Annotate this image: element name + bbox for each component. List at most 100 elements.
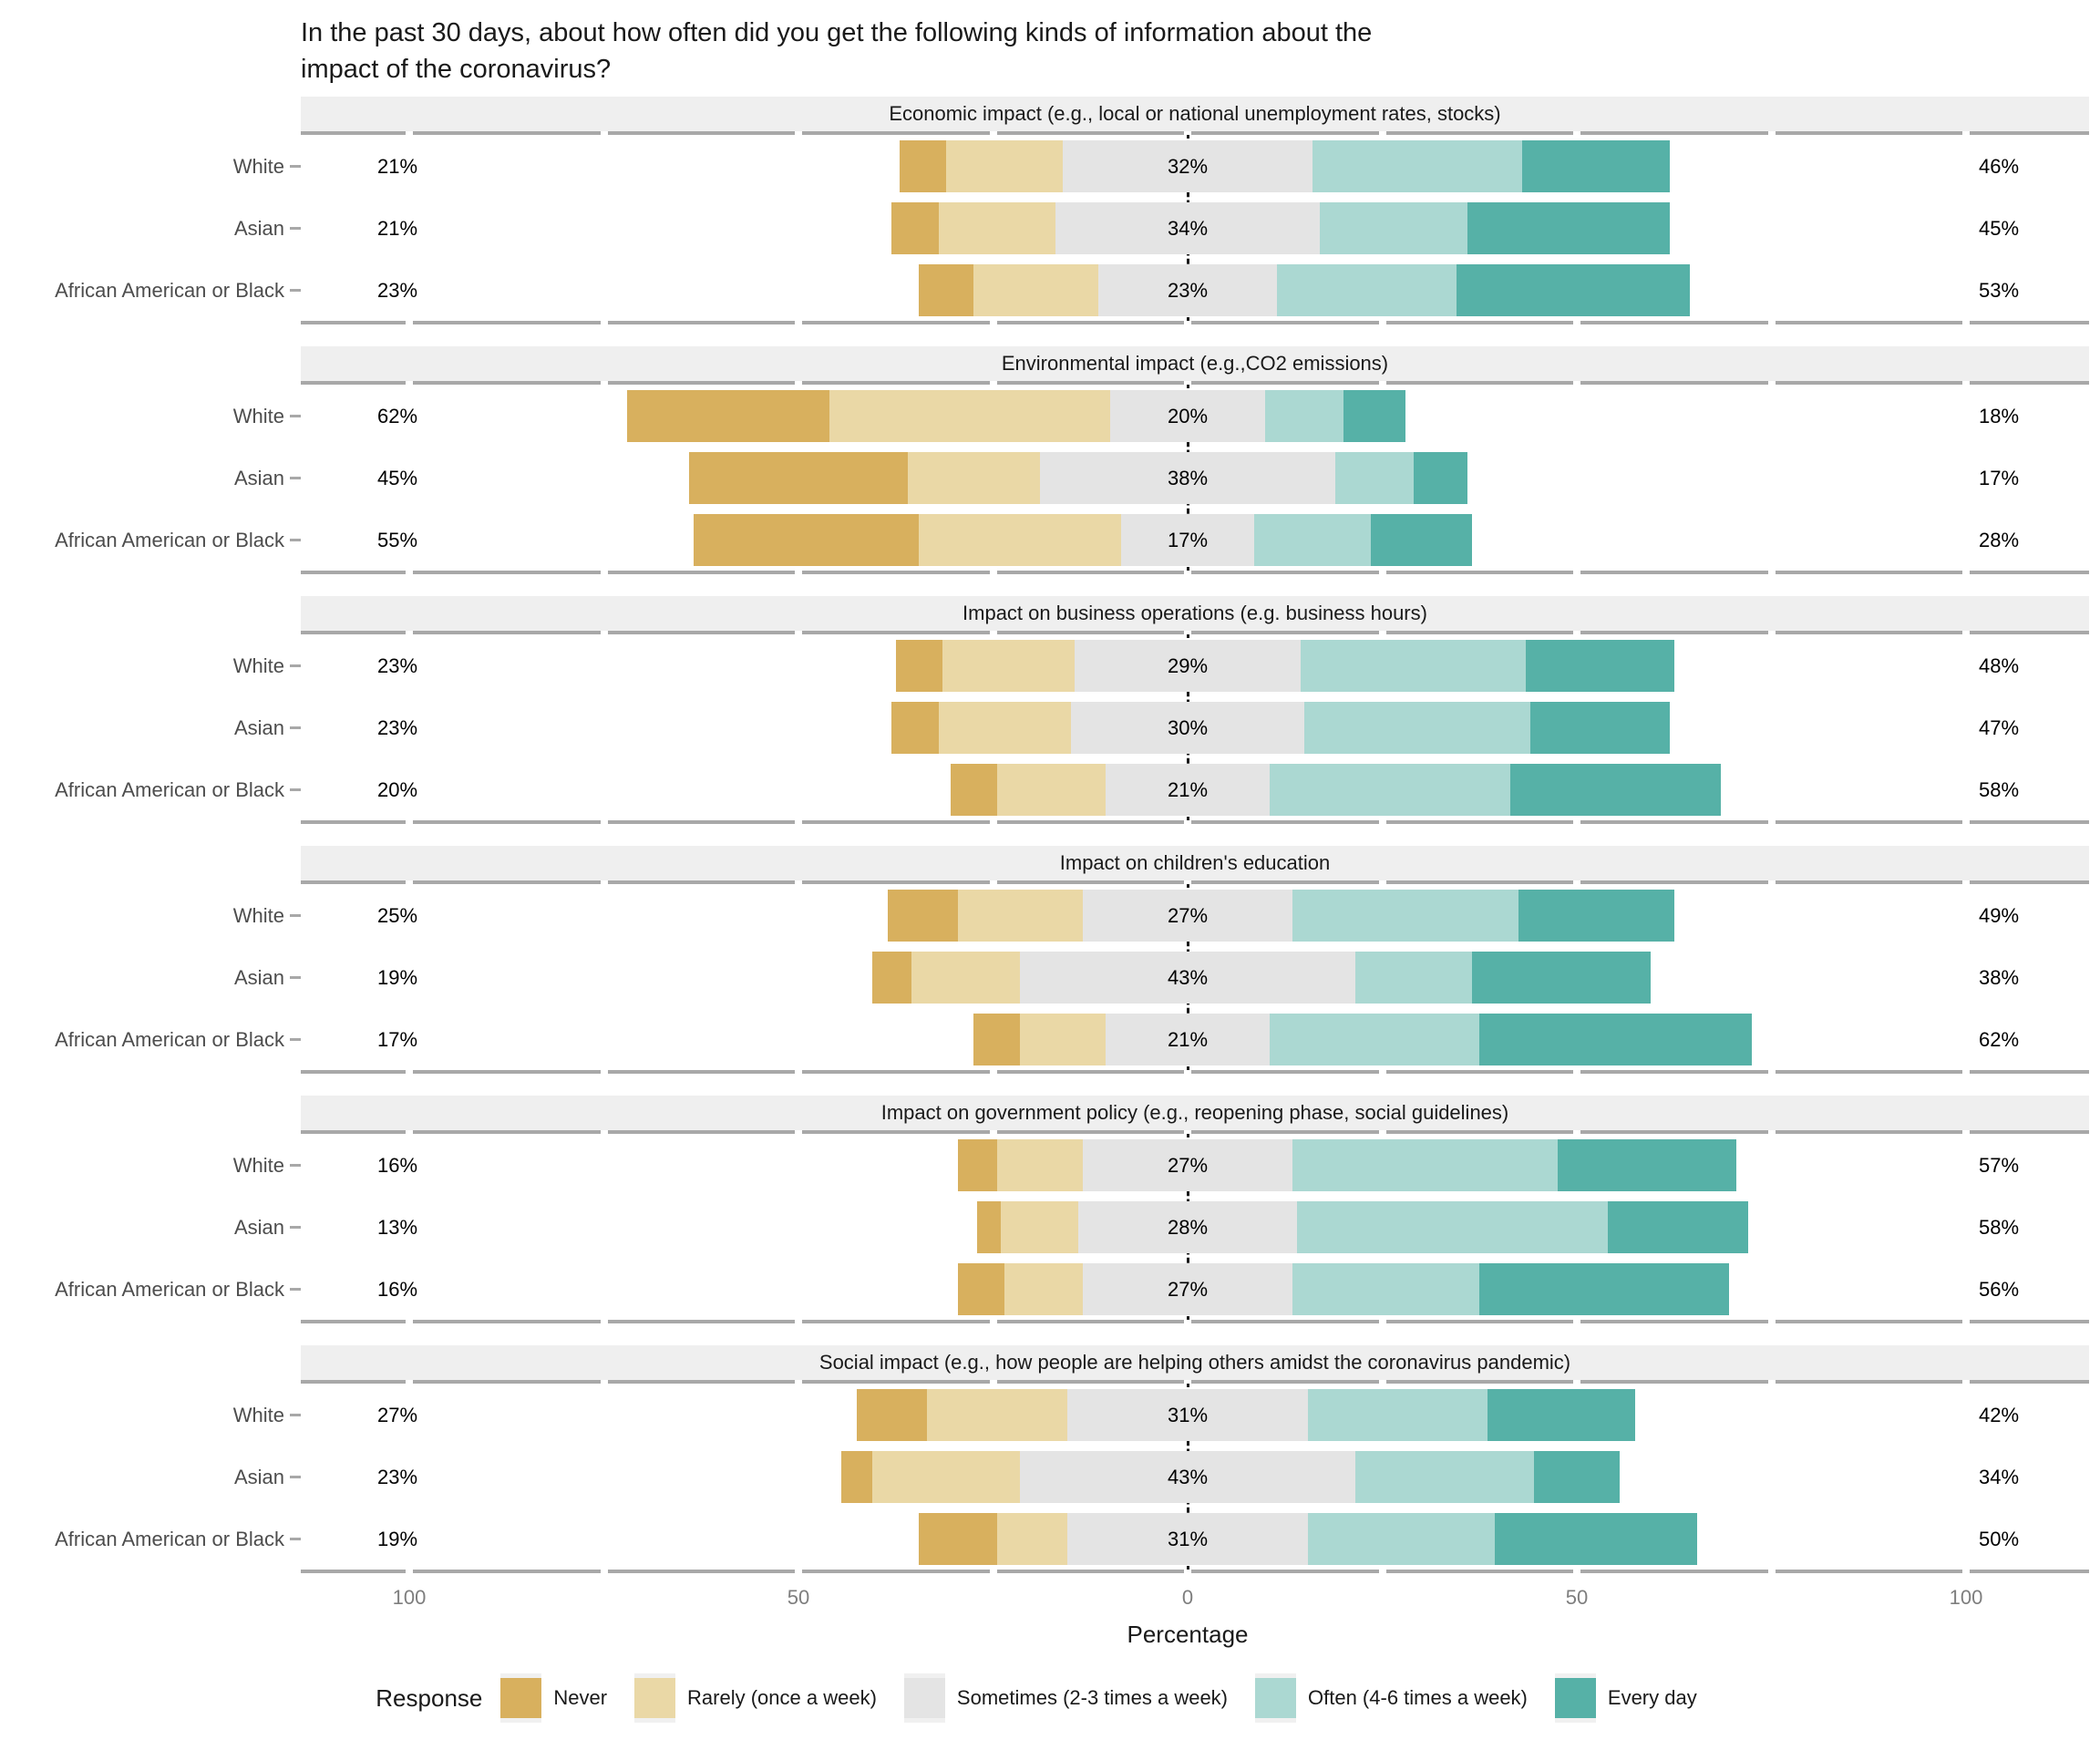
facet-strip: Impact on children's education — [301, 846, 2089, 880]
bar-segment-sometimes — [1109, 390, 1266, 442]
y-axis-tick — [290, 415, 301, 417]
y-axis-tick — [290, 1038, 301, 1041]
axis-tick-break — [1184, 1130, 1191, 1134]
legend-key — [634, 1673, 676, 1723]
bar-label-mid: 31% — [1167, 1527, 1209, 1550]
bar-segment-often — [1312, 140, 1523, 192]
bar — [900, 140, 1671, 192]
bar-label-right: 49% — [1978, 903, 2020, 927]
bar-segment-sometimes — [1106, 1014, 1270, 1065]
facet-strip: Social impact (e.g., how people are help… — [301, 1345, 2089, 1380]
y-axis-label: African American or Black — [55, 1527, 284, 1550]
axis-tick-break — [1962, 1130, 1970, 1134]
bar-label-mid: 21% — [1167, 1027, 1209, 1051]
axis-tick-break — [989, 381, 997, 385]
bar-segment-often — [1253, 514, 1371, 566]
bar-segment-rarely — [996, 1513, 1067, 1565]
panel-axis-line — [301, 381, 2089, 385]
y-axis-tick — [290, 976, 301, 979]
axis-tick-break — [1767, 1380, 1776, 1384]
bar — [919, 1513, 1698, 1565]
y-axis-tick — [290, 1414, 301, 1416]
axis-tick-break — [1573, 1380, 1580, 1384]
bar-segment-every_day — [1608, 1201, 1748, 1253]
bar-label-left: 55% — [376, 528, 418, 551]
bar-label-mid: 32% — [1167, 154, 1209, 178]
legend-item: Rarely (once a week) — [634, 1673, 877, 1723]
bar-label-mid: 31% — [1167, 1403, 1209, 1426]
bar-segment-often — [1292, 1139, 1558, 1191]
bar-label-mid: 28% — [1167, 1215, 1209, 1239]
facet-panel: Economic impact (e.g., local or national… — [0, 97, 2100, 324]
y-axis-tick — [290, 1538, 301, 1540]
x-axis-tick-label: 100 — [392, 1586, 427, 1609]
bar-segment-often — [1277, 264, 1457, 316]
bar — [857, 1389, 1636, 1441]
bar-segment-never — [919, 264, 974, 316]
bar-label-right: 58% — [1978, 1215, 2020, 1239]
bar-segment-often — [1292, 890, 1518, 942]
bar — [891, 702, 1671, 754]
bar-label-mid: 43% — [1167, 965, 1209, 989]
axis-tick-break — [1767, 820, 1776, 824]
bar-segment-rarely — [996, 764, 1107, 816]
bar-segment-every_day — [1479, 1263, 1729, 1315]
axis-tick-break — [1962, 1320, 1970, 1323]
bar — [888, 890, 1674, 942]
bar-segment-rarely — [926, 1389, 1067, 1441]
panel-axis-line — [301, 631, 2089, 634]
y-axis-tick — [290, 539, 301, 541]
y-axis-tick — [290, 289, 301, 292]
bar-label-right: 58% — [1978, 777, 2020, 801]
facet-panel: Environmental impact (e.g.,CO2 emissions… — [0, 346, 2100, 574]
axis-tick-break — [600, 381, 608, 385]
bar-segment-every_day — [1522, 140, 1671, 192]
axis-tick-break — [600, 1570, 608, 1573]
bar-segment-never — [900, 140, 947, 192]
axis-tick-break — [989, 880, 997, 884]
facet-panel: Impact on business operations (e.g. busi… — [0, 596, 2100, 824]
bar-segment-sometimes — [1082, 890, 1293, 942]
bar-label-right: 47% — [1978, 715, 2020, 739]
facet-title: Impact on children's education — [1059, 851, 1331, 874]
axis-tick-break — [1573, 1570, 1580, 1573]
bar-label-right: 62% — [1978, 1027, 2020, 1051]
bar-label-mid: 17% — [1167, 528, 1209, 551]
bar-segment-sometimes — [1066, 1513, 1309, 1565]
bar-label-left: 19% — [376, 965, 418, 989]
y-axis-label: Asian — [233, 715, 284, 739]
facet-plot: 62% 20% 18% 45% 38% 17% 55% 17% 28% — [290, 381, 2089, 574]
legend-item: Every day — [1554, 1673, 1697, 1723]
axis-tick-break — [1767, 631, 1776, 634]
bar-segment-rarely — [919, 514, 1122, 566]
y-axis-tick — [290, 726, 301, 729]
bar-segment-often — [1354, 1451, 1534, 1503]
y-axis-label: White — [232, 654, 284, 677]
bar-segment-never — [919, 1513, 997, 1565]
axis-tick-break — [1573, 631, 1580, 634]
legend-item: Sometimes (2-3 times a week) — [903, 1673, 1228, 1723]
facet-plot: 16% 27% 57% 13% 28% 58% 16% 27% 56% — [290, 1130, 2089, 1323]
bar-segment-rarely — [973, 264, 1098, 316]
bar-segment-never — [895, 640, 942, 692]
axis-tick-break — [989, 631, 997, 634]
bar-segment-sometimes — [1121, 514, 1254, 566]
axis-tick-break — [1767, 1130, 1776, 1134]
axis-tick-break — [1184, 820, 1191, 824]
x-axis-title: Percentage — [1127, 1621, 1249, 1648]
x-axis-tick-label: 0 — [1181, 1586, 1194, 1609]
bar-label-left: 19% — [376, 1527, 418, 1550]
bar-label-right: 50% — [1978, 1527, 2020, 1550]
bar-segment-never — [693, 514, 920, 566]
bar-segment-every_day — [1534, 1451, 1620, 1503]
axis-tick-break — [1378, 381, 1386, 385]
axis-tick-break — [600, 1070, 608, 1074]
bar-segment-sometimes — [1020, 952, 1355, 1004]
bar-segment-every_day — [1479, 1014, 1753, 1065]
legend-label: Rarely (once a week) — [687, 1686, 877, 1709]
axis-tick-break — [1378, 880, 1386, 884]
facet-panel: Social impact (e.g., how people are help… — [0, 1345, 2100, 1573]
facet-panel: Impact on government policy (e.g., reope… — [0, 1096, 2100, 1323]
bar-segment-often — [1354, 952, 1472, 1004]
bar-label-right: 57% — [1978, 1153, 2020, 1177]
